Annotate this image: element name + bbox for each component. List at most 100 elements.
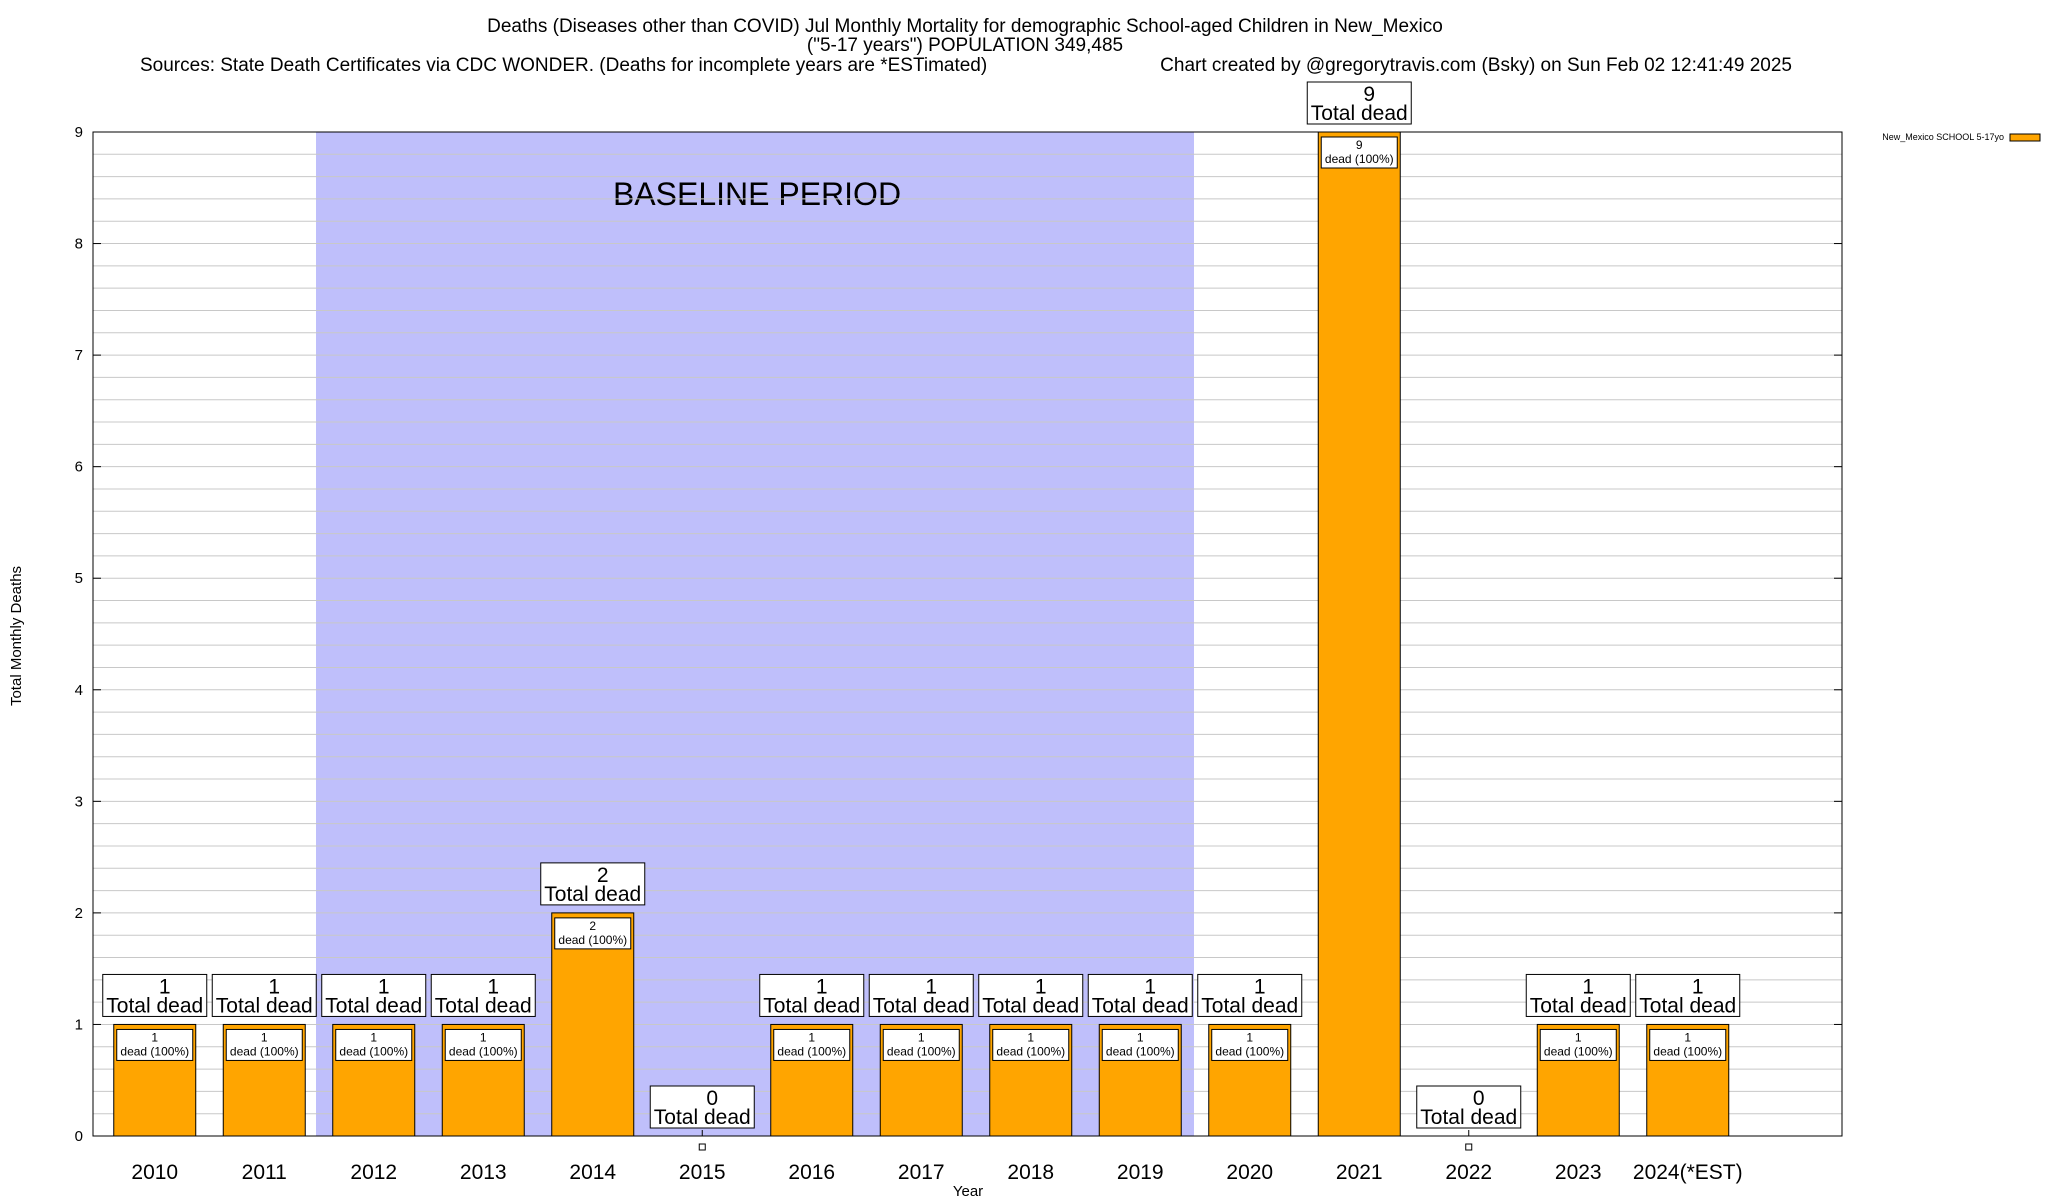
bar-inner-value: 1	[151, 1030, 158, 1044]
total-dead-label: Total dead	[763, 994, 860, 1017]
total-dead-label: Total dead	[1201, 994, 1298, 1017]
total-label-box	[540, 862, 646, 906]
total-dead-label: Total dead	[544, 883, 641, 906]
total-value: 1	[1035, 975, 1047, 998]
bar-inner-label-box	[444, 1028, 522, 1061]
bar-inner-dead-label: dead (100%)	[1325, 152, 1394, 166]
y-tick-label: 4	[75, 682, 83, 699]
x-tick-label: 2015	[679, 1161, 726, 1184]
bar-inner-dead-label: dead (100%)	[777, 1044, 846, 1058]
baseline-region	[316, 132, 1194, 1136]
bar-inner-value: 1	[1027, 1030, 1034, 1044]
y-tick-label: 9	[75, 124, 83, 141]
total-value: 1	[487, 975, 499, 998]
total-value: 0	[706, 1087, 718, 1110]
total-value: 1	[816, 975, 828, 998]
bar-inner-dead-label: dead (100%)	[558, 933, 627, 947]
bar	[551, 912, 635, 1137]
bar-inner-value: 2	[589, 919, 596, 933]
total-label-box	[211, 973, 317, 1017]
bar-inner-label-box	[335, 1028, 413, 1061]
total-dead-label: Total dead	[1639, 994, 1736, 1017]
x-tick-label: 2020	[1226, 1161, 1273, 1184]
x-tick-label: 2018	[1007, 1161, 1054, 1184]
total-value: 1	[925, 975, 937, 998]
chart-sources: Sources: State Death Certificates via CD…	[140, 55, 987, 76]
total-dead-label: Total dead	[325, 994, 422, 1017]
bar-inner-dead-label: dead (100%)	[1106, 1044, 1175, 1058]
x-tick-label: 2011	[242, 1161, 287, 1184]
bar-inner-dead-label: dead (100%)	[1544, 1044, 1613, 1058]
chart-credit: Chart created by @gregorytravis.com (Bsk…	[1160, 55, 1792, 76]
bar-inner-dead-label: dead (100%)	[449, 1044, 518, 1058]
bar	[1317, 131, 1401, 1137]
x-tick-label: 2019	[1117, 1161, 1164, 1184]
bar-inner-value: 1	[808, 1030, 815, 1044]
x-tick-label: 2014	[569, 1161, 616, 1184]
total-label-box	[649, 1085, 755, 1129]
total-label-box	[1087, 973, 1193, 1017]
x-tick-label: 2016	[788, 1161, 835, 1184]
x-tick-label: 2010	[131, 1161, 178, 1184]
bar-inner-label-box	[773, 1028, 851, 1061]
bar-inner-value: 1	[370, 1030, 377, 1044]
bar-inner-label-box	[1539, 1028, 1617, 1061]
total-dead-label: Total dead	[435, 994, 532, 1017]
bar-inner-dead-label: dead (100%)	[120, 1044, 189, 1058]
bar-inner-dead-label: dead (100%)	[339, 1044, 408, 1058]
bar-inner-value: 1	[480, 1030, 487, 1044]
bar-inner-value: 1	[261, 1030, 268, 1044]
baseline-label: BASELINE PERIOD	[613, 176, 901, 212]
y-tick-label: 5	[75, 570, 83, 587]
x-tick-label: 2023	[1555, 1161, 1602, 1184]
bar-inner-value: 1	[1575, 1030, 1582, 1044]
plot-frame	[92, 131, 1843, 1137]
x-tick-label: 2021	[1336, 1161, 1383, 1184]
total-label-box	[1306, 81, 1412, 125]
bar-inner-dead-label: dead (100%)	[996, 1044, 1065, 1058]
bar-inner-label-box	[992, 1028, 1070, 1061]
total-dead-label: Total dead	[654, 1106, 751, 1129]
axis-layer: 0 1 2 3 4 5 6 7 8 9	[75, 124, 1843, 1145]
total-label-box	[102, 973, 208, 1017]
bar-inner-value: 9	[1356, 138, 1363, 152]
y-tick-label: 0	[75, 1128, 83, 1145]
x-tick-label: 2013	[460, 1161, 507, 1184]
bar-inner-label-box	[882, 1028, 960, 1061]
total-value: 1	[268, 975, 280, 998]
bar-inner-dead-label: dead (100%)	[1215, 1044, 1284, 1058]
total-value: 1	[1582, 975, 1594, 998]
total-value: 1	[159, 975, 171, 998]
bar-inner-label-box	[225, 1028, 303, 1061]
total-dead-label: Total dead	[1092, 994, 1189, 1017]
total-dead-label: Total dead	[216, 994, 313, 1017]
y-tick-label: 1	[75, 1016, 83, 1033]
bar-inner-dead-label: dead (100%)	[887, 1044, 956, 1058]
total-label-box	[1416, 1085, 1522, 1129]
y-tick-label: 2	[75, 905, 83, 922]
y-axis-title: Total Monthly Deaths	[8, 566, 25, 706]
chart-title: Deaths (Diseases other than COVID) Jul M…	[487, 16, 1443, 37]
total-dead-label: Total dead	[1420, 1106, 1517, 1129]
total-value: 1	[1144, 975, 1156, 998]
total-label-box	[978, 973, 1084, 1017]
chart-subtitle: ("5-17 years") POPULATION 349,485	[807, 35, 1123, 56]
bar-inner-value: 1	[1684, 1030, 1691, 1044]
total-dead-label: Total dead	[982, 994, 1079, 1017]
total-dead-label: Total dead	[1311, 102, 1408, 125]
total-label-box	[1525, 973, 1631, 1017]
x-tick-label: 2012	[350, 1161, 397, 1184]
legend: New_Mexico SCHOOL 5-17yo	[1882, 132, 2041, 142]
total-label-box	[430, 973, 536, 1017]
bar-inner-value: 1	[918, 1030, 925, 1044]
bar-inner-value: 1	[1137, 1030, 1144, 1044]
bar-inner-dead-label: dead (100%)	[230, 1044, 299, 1058]
bar-inner-value: 1	[1246, 1030, 1253, 1044]
total-value: 1	[378, 975, 390, 998]
total-label-box	[868, 973, 974, 1017]
x-tick-label: 2017	[898, 1161, 945, 1184]
total-value: 1	[1254, 975, 1266, 998]
zero-marker	[698, 1143, 706, 1151]
